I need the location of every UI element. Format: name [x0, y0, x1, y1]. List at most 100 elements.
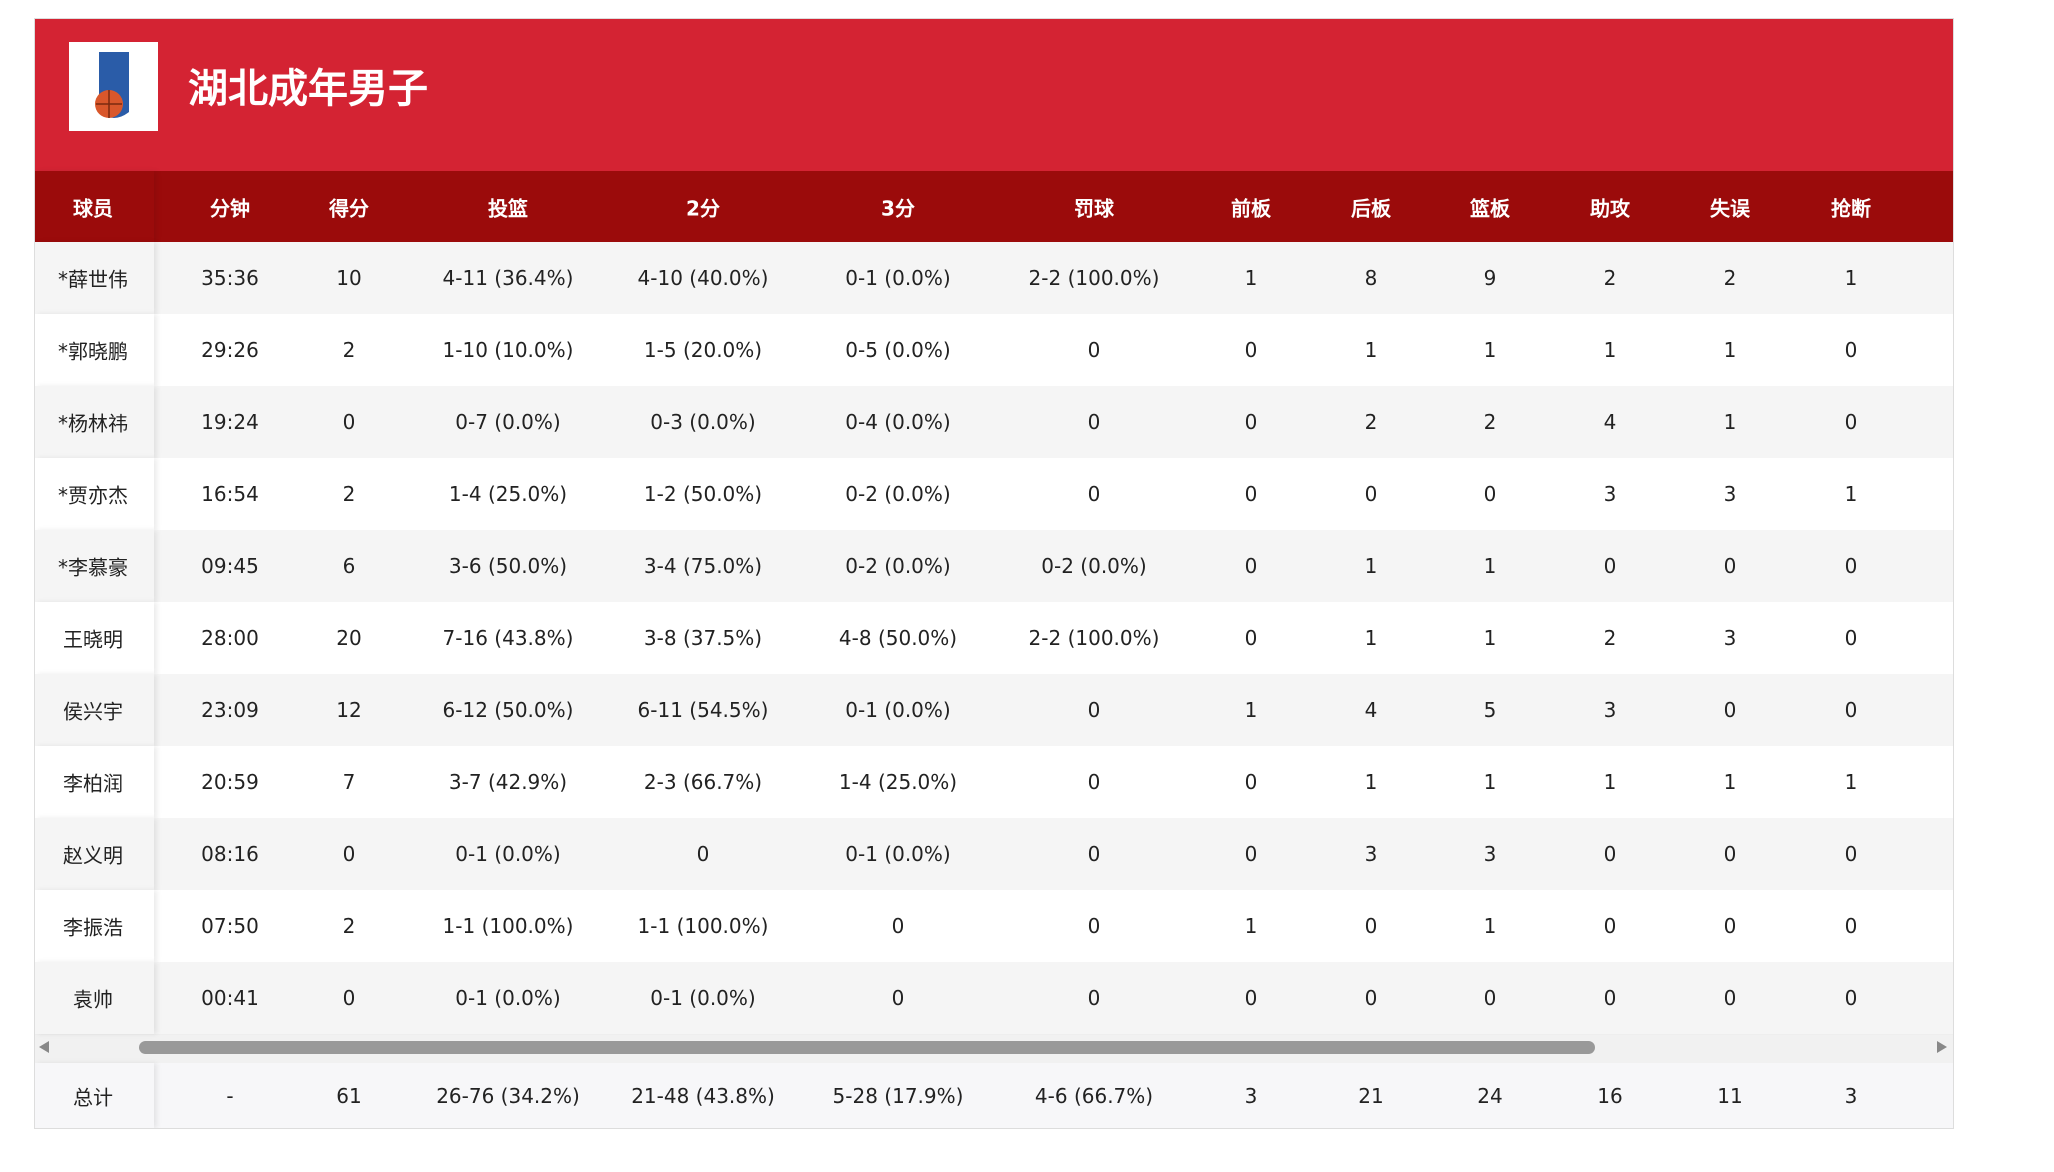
cell: 07:50: [201, 914, 259, 938]
cell: 16: [1597, 1083, 1623, 1108]
cell: 3: [1844, 1083, 1858, 1108]
cell: 3-4 (75.0%): [643, 554, 763, 578]
column-header: 后板: [1351, 196, 1391, 220]
cell: 0: [1723, 554, 1737, 578]
cell: 2: [342, 338, 356, 362]
cell: 1-5 (20.0%): [643, 338, 763, 362]
cell: 3: [1603, 482, 1617, 506]
cell: 2: [1364, 410, 1378, 434]
sticky-column: [35, 314, 154, 386]
cell: 袁帅: [73, 987, 113, 1012]
cell: 0: [1244, 482, 1258, 506]
cell: 9: [1483, 266, 1497, 290]
cell: 0-7 (0.0%): [455, 410, 561, 434]
cell: 6-11 (54.5%): [637, 698, 769, 722]
cell: 1: [1723, 338, 1737, 362]
cell: 0-2 (0.0%): [845, 554, 951, 578]
cell: 1: [1844, 482, 1858, 506]
cell: 0-2 (0.0%): [845, 482, 951, 506]
cell: 1: [1483, 554, 1497, 578]
cell: 1-4 (25.0%): [838, 770, 958, 794]
cell: 0: [342, 410, 356, 434]
cell: 3-8 (37.5%): [643, 626, 763, 650]
cell: 0: [1087, 914, 1101, 938]
cell: 0: [1844, 698, 1858, 722]
player-row: 赵义明 08:16 0 0-1 (0.0%) 0 0-1 (0.0%) 0 0 3 3 0 0 0: [35, 818, 1953, 891]
cell: 6: [342, 554, 356, 578]
sticky-column: [35, 602, 154, 674]
cell: 00:41: [201, 986, 259, 1010]
cell: 23:09: [201, 698, 259, 722]
team-header: 湖北成年男子: [35, 19, 1953, 171]
cell: 1: [1483, 338, 1497, 362]
cell: 2: [342, 914, 356, 938]
cell: 2: [1483, 410, 1497, 434]
cell: 0: [1244, 842, 1258, 866]
player-row: 李柏润 20:59 7 3-7 (42.9%) 2-3 (66.7%) 1-4 (25.0…: [35, 746, 1953, 819]
cell: 08:16: [201, 842, 259, 866]
cell: 0: [1844, 914, 1858, 938]
cell: 1: [1844, 770, 1858, 794]
player-row: 袁帅 00:41 0 0-1 (0.0%) 0-1 (0.0%) 0 0 0 0 0 0 0 0: [35, 962, 1953, 1035]
sticky-column: [35, 530, 154, 602]
cell: 0: [1483, 986, 1497, 1010]
cell: 0: [1844, 626, 1858, 650]
cell: 1: [1844, 266, 1858, 290]
player-row: 李振浩 07:50 2 1-1 (100.0%) 1-1 (100.0%) 0 0 1 0 1 0 0…: [35, 890, 1953, 963]
cell: 1: [1364, 626, 1378, 650]
cell: 19:24: [201, 410, 259, 434]
cell: *郭晓鹏: [58, 339, 128, 364]
cell: 1-1 (100.0%): [637, 914, 769, 938]
cell: 0: [342, 986, 356, 1010]
column-header: 球员: [73, 196, 113, 220]
cell: 1: [1244, 698, 1258, 722]
sticky-column: [35, 890, 154, 962]
cell: 1: [1603, 338, 1617, 362]
cell: 0: [1844, 554, 1858, 578]
cell: 0: [1087, 698, 1101, 722]
cell: 0: [1603, 554, 1617, 578]
cell: 7-16 (43.8%): [442, 626, 574, 650]
sticky-column: [35, 242, 154, 314]
sticky-column: [35, 1063, 154, 1128]
cell: 35:36: [201, 266, 259, 290]
cell: 0: [891, 914, 905, 938]
cell: 1: [1364, 770, 1378, 794]
cell: 0: [1087, 410, 1101, 434]
cell: 0: [1723, 698, 1737, 722]
player-row: *贾亦杰 16:54 2 1-4 (25.0%) 1-2 (50.0%) 0-2 (0.0…: [35, 458, 1953, 531]
header-row: 球员 分钟 得分 投篮 2分 3分 罚球 前板 后板 篮板 助攻 失误 抢断: [35, 171, 1953, 242]
cell: 0-1 (0.0%): [845, 698, 951, 722]
cell: 24: [1477, 1083, 1503, 1108]
cell: 16:54: [201, 482, 259, 506]
cell: 0: [1483, 482, 1497, 506]
player-row: 侯兴宇 23:09 12 6-12 (50.0%) 6-11 (54.5%) 0-1 (0…: [35, 674, 1953, 747]
cell: 0-2 (0.0%): [1041, 554, 1147, 578]
cell: 7: [342, 770, 356, 794]
sticky-column: [35, 674, 154, 746]
sticky-column: [35, 171, 154, 242]
cell: 5-28 (17.9%): [832, 1083, 964, 1108]
cell: 0: [1364, 482, 1378, 506]
cell: 1: [1603, 770, 1617, 794]
cell: 0-1 (0.0%): [455, 842, 561, 866]
cell: 0: [1244, 986, 1258, 1010]
column-header: 2分: [686, 196, 720, 220]
cell: 0: [1364, 914, 1378, 938]
cell: 0: [1844, 338, 1858, 362]
cell: 0-1 (0.0%): [650, 986, 756, 1010]
column-header: 罚球: [1074, 196, 1114, 220]
cell: 0: [696, 842, 710, 866]
cell: 26-76 (34.2%): [436, 1083, 580, 1108]
cell: 0: [1844, 842, 1858, 866]
cell: 0: [1087, 986, 1101, 1010]
cell: 28:00: [201, 626, 259, 650]
cell: 3: [1723, 482, 1737, 506]
cell: 2: [342, 482, 356, 506]
cell: 0-1 (0.0%): [455, 986, 561, 1010]
team-name: 湖北成年男子: [188, 66, 428, 112]
cell: 0: [1244, 626, 1258, 650]
cell: 1-2 (50.0%): [643, 482, 763, 506]
cell: 0-5 (0.0%): [845, 338, 951, 362]
scrollbar-thumb[interactable]: [139, 1041, 1595, 1054]
